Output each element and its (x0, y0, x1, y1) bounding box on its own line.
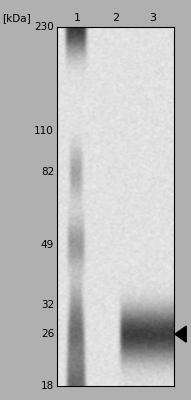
Text: 49: 49 (41, 240, 54, 250)
Text: 3: 3 (149, 13, 156, 23)
Text: 2: 2 (112, 13, 119, 23)
Text: 18: 18 (41, 381, 54, 391)
Text: 1: 1 (74, 13, 81, 23)
Text: 32: 32 (41, 300, 54, 310)
Polygon shape (175, 326, 186, 342)
Text: 110: 110 (34, 126, 54, 136)
Text: 230: 230 (34, 22, 54, 32)
Text: [kDa]: [kDa] (2, 13, 31, 23)
Text: 82: 82 (41, 168, 54, 178)
Text: 26: 26 (41, 329, 54, 339)
